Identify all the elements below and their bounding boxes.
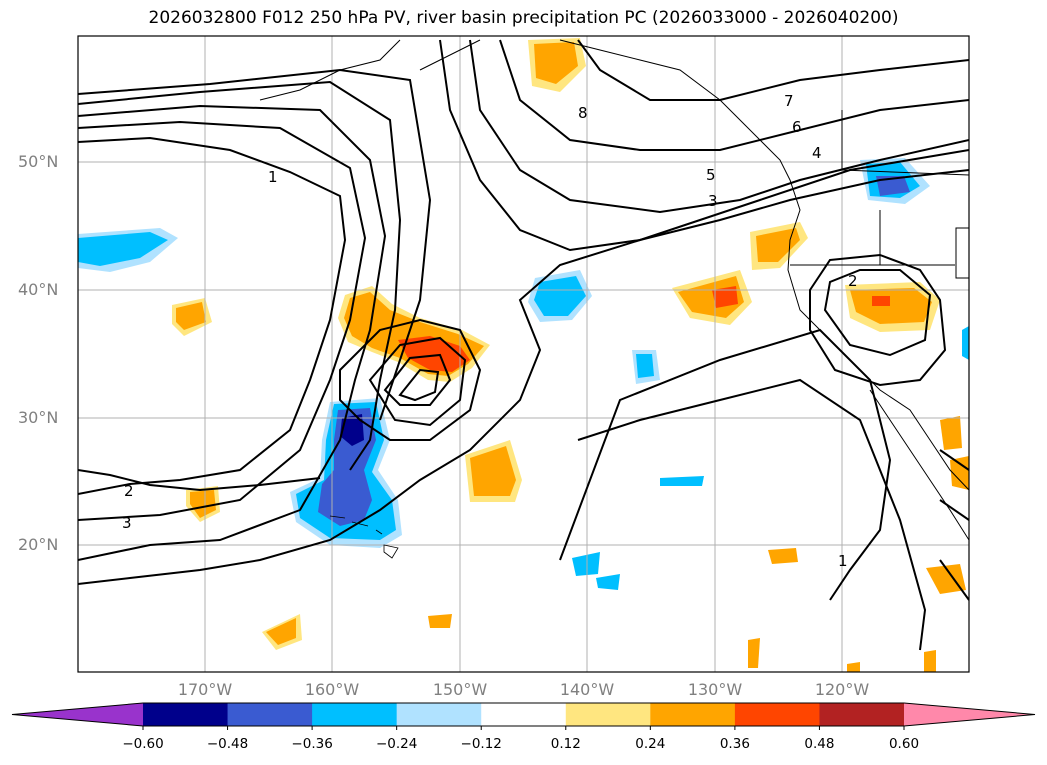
pv-contours bbox=[78, 39, 969, 651]
colorbar-segment bbox=[227, 703, 313, 726]
colorbar-tick-label: −0.60 bbox=[122, 736, 164, 752]
contour-label: 7 bbox=[784, 92, 794, 110]
lat-label: 20°N bbox=[18, 535, 59, 554]
contour-labels: 1 2 3 4 5 6 7 8 3 2 1 bbox=[122, 92, 858, 570]
colorbar-tick-label: −0.12 bbox=[460, 736, 502, 752]
colorbar-segment bbox=[396, 703, 482, 726]
lon-label: 170°W bbox=[177, 680, 233, 699]
precip-shading bbox=[78, 38, 969, 672]
colorbar-tick-label: 0.36 bbox=[719, 736, 750, 752]
contour-label: 1 bbox=[838, 552, 848, 570]
colorbar-tick-label: −0.48 bbox=[206, 736, 249, 752]
colorbar-segment bbox=[819, 703, 905, 726]
lon-label: 130°W bbox=[687, 680, 743, 699]
colorbar-segment bbox=[565, 703, 651, 726]
contour-label: 1 bbox=[268, 168, 278, 186]
contour-label: 8 bbox=[578, 104, 588, 122]
lon-label: 120°W bbox=[814, 680, 870, 699]
colorbar-tick-label: 0.12 bbox=[550, 736, 581, 752]
colorbar-extend-low bbox=[12, 703, 143, 726]
contour-label: 5 bbox=[706, 166, 716, 184]
colorbar-tick-label: −0.36 bbox=[291, 736, 333, 752]
contour-label: 6 bbox=[792, 118, 802, 136]
colorbar-segment bbox=[650, 703, 736, 726]
colorbar-segment bbox=[143, 703, 229, 726]
graticule bbox=[78, 36, 969, 672]
contour-label: 3 bbox=[122, 514, 132, 532]
colorbar bbox=[11, 702, 1036, 730]
map-frame bbox=[77, 35, 970, 673]
colorbar-segment bbox=[481, 703, 567, 726]
lon-label: 140°W bbox=[559, 680, 615, 699]
colorbar-segment bbox=[312, 703, 398, 726]
lat-label: 50°N bbox=[18, 152, 59, 171]
lon-label: 160°W bbox=[304, 680, 360, 699]
contour-label: 2 bbox=[848, 272, 858, 290]
colorbar-tick-label: 0.48 bbox=[804, 736, 835, 752]
lat-label: 40°N bbox=[18, 280, 59, 299]
plot-area: 1 2 3 4 5 6 7 8 3 2 1 bbox=[78, 36, 969, 672]
contour-label: 2 bbox=[124, 482, 134, 500]
contour-label: 4 bbox=[812, 144, 822, 162]
map-title: 2026032800 F012 250 hPa PV, river basin … bbox=[148, 8, 899, 28]
lat-label: 30°N bbox=[18, 408, 59, 427]
colorbar-segment bbox=[734, 703, 820, 726]
colorbar-tick-label: 0.60 bbox=[888, 736, 920, 752]
hawaii-islands bbox=[329, 515, 399, 559]
colorbar-tick-label: −0.24 bbox=[375, 736, 418, 752]
colorbar-extend-high bbox=[904, 703, 1035, 726]
lon-label: 150°W bbox=[432, 680, 488, 699]
contour-label: 3 bbox=[708, 192, 718, 210]
colorbar-tick-label: 0.24 bbox=[635, 736, 666, 752]
